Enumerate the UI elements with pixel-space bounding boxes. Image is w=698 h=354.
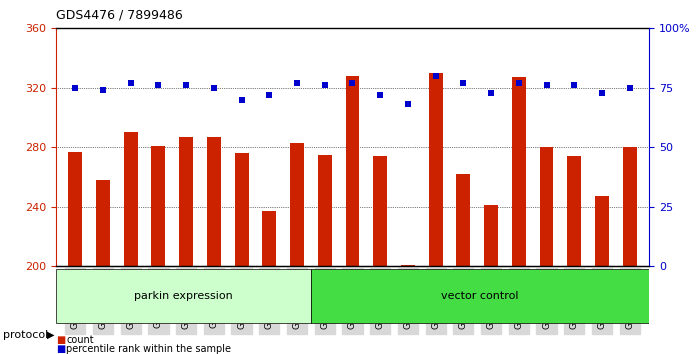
Bar xyxy=(512,78,526,266)
Bar xyxy=(567,156,581,266)
FancyBboxPatch shape xyxy=(56,269,311,323)
Bar xyxy=(318,155,332,266)
Bar xyxy=(96,180,110,266)
Bar xyxy=(262,211,276,266)
Text: GDS4476 / 7899486: GDS4476 / 7899486 xyxy=(56,8,183,21)
Text: percentile rank within the sample: percentile rank within the sample xyxy=(66,344,231,354)
FancyBboxPatch shape xyxy=(311,269,649,323)
Bar xyxy=(151,146,165,266)
Text: ■: ■ xyxy=(56,335,65,345)
Text: parkin expression: parkin expression xyxy=(134,291,232,301)
Bar xyxy=(429,73,443,266)
Bar xyxy=(401,265,415,266)
Bar xyxy=(456,174,470,266)
Bar xyxy=(540,147,554,266)
Text: ▶: ▶ xyxy=(47,330,55,339)
Bar xyxy=(124,132,138,266)
Text: ■: ■ xyxy=(56,344,65,354)
Bar xyxy=(373,156,387,266)
Bar xyxy=(68,152,82,266)
Bar xyxy=(623,147,637,266)
Text: protocol: protocol xyxy=(3,330,49,339)
Bar xyxy=(179,137,193,266)
Bar xyxy=(207,137,221,266)
Bar xyxy=(235,153,248,266)
Text: vector control: vector control xyxy=(441,291,519,301)
Bar xyxy=(346,76,359,266)
Bar xyxy=(595,196,609,266)
Bar xyxy=(290,143,304,266)
Bar xyxy=(484,205,498,266)
Text: count: count xyxy=(66,335,94,345)
